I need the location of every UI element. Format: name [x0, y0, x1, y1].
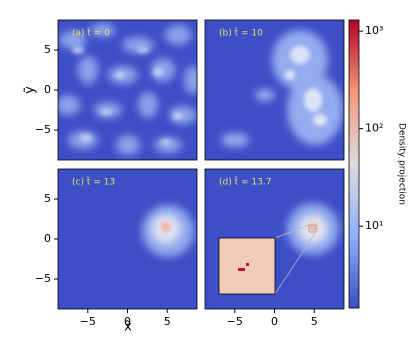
heatmap-shape — [115, 71, 125, 79]
y-tick-label: −5 — [35, 272, 51, 285]
heatmap-shape — [161, 222, 171, 232]
x-tick-label: 5 — [164, 315, 171, 328]
heatmap-shape — [290, 46, 310, 64]
heatmap-shape — [72, 46, 183, 145]
panel-title: (c) t̃ = 13 — [72, 176, 115, 188]
heatmap-shape — [304, 88, 322, 112]
heatmap-shape — [308, 222, 318, 232]
x-axis-label: x̃ — [124, 320, 132, 335]
heatmap-shape — [138, 92, 158, 118]
heatmap-shape — [91, 23, 115, 37]
panel-title: (b) t̃ = 10 — [219, 27, 263, 39]
panel-d-image — [205, 169, 344, 309]
heatmap-shape — [80, 134, 92, 142]
heatmap-shape — [184, 66, 197, 94]
heatmap-shape — [285, 46, 327, 126]
heatmap-shape — [137, 47, 149, 53]
heatmap-shape — [246, 263, 249, 266]
heatmap-shape — [173, 112, 183, 120]
heatmap-shape — [274, 224, 310, 239]
x-tick-label: 0 — [271, 315, 278, 328]
heatmap-shape — [58, 23, 197, 155]
panel-c-image — [58, 169, 197, 309]
y-tick-label: 0 — [44, 232, 51, 245]
heatmap-shape — [154, 137, 182, 153]
heatmap-shape — [255, 89, 275, 101]
x-tick-label: −5 — [80, 315, 96, 328]
heatmap-shape — [238, 268, 245, 271]
heatmap-shape — [221, 133, 249, 147]
y-tick-label: 5 — [44, 43, 51, 56]
heatmap-shape — [116, 135, 140, 155]
heatmap-shape — [161, 139, 171, 145]
heatmap-shape — [308, 222, 318, 232]
heatmap-shape — [100, 109, 112, 115]
heatmap-shape — [72, 46, 84, 54]
colorbar-tick-label: 10² — [365, 122, 383, 135]
colorbar — [348, 19, 360, 309]
y-tick-label: −5 — [35, 123, 51, 136]
heatmap-shape — [313, 114, 327, 126]
heatmap-shape — [78, 56, 98, 84]
heatmap-shape — [161, 222, 171, 232]
y-tick-label: 5 — [44, 192, 51, 205]
heatmap-shape — [285, 70, 295, 80]
x-tick-label: 5 — [311, 315, 318, 328]
x-tick-label: 0 — [124, 315, 131, 328]
heatmap-shape — [308, 224, 317, 233]
x-tick-label: −5 — [227, 315, 243, 328]
colorbar-label: Density projection — [397, 123, 407, 205]
y-tick-label: 0 — [44, 83, 51, 96]
heatmap-shape — [58, 95, 80, 115]
heatmap-shape — [59, 31, 87, 49]
colorbar-tick-label: 10³ — [365, 24, 383, 37]
panel-title: (a) t̃ = 0 — [72, 27, 110, 39]
colorbar-tick-label: 10¹ — [365, 219, 383, 232]
panel-frame — [204, 19, 345, 161]
panel-a-image — [58, 20, 197, 160]
panel-title: (d) t̃ = 13.7 — [219, 176, 271, 188]
heatmap-shape — [274, 231, 317, 295]
heatmap-shape — [153, 67, 163, 77]
heatmap-shape — [165, 25, 191, 45]
y-axis-label: ỹ — [23, 86, 38, 94]
panel-b-image — [205, 20, 344, 160]
